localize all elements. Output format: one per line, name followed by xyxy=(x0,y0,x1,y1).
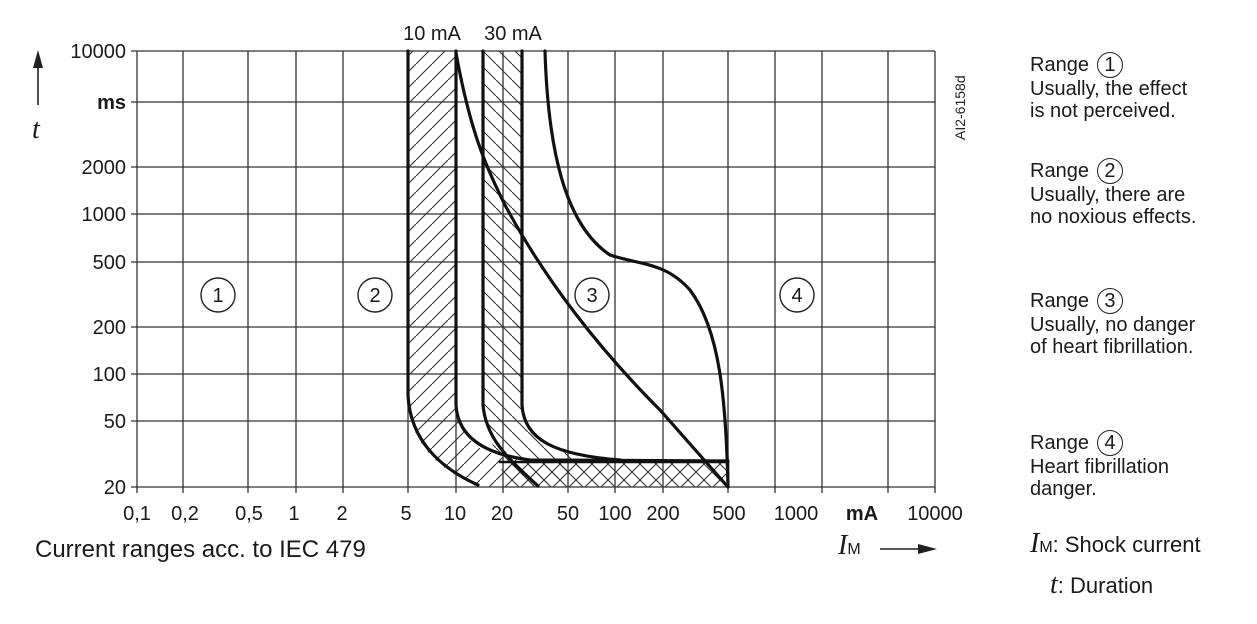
y-tick-2000: 2000 xyxy=(82,157,127,179)
x-tick: 200 xyxy=(646,503,679,525)
y-tick-20: 20 xyxy=(104,477,126,499)
x-tick: 50 xyxy=(557,503,579,525)
legend-range-number: 3 xyxy=(1096,288,1123,314)
figure-id: AI2-6158d xyxy=(952,75,968,140)
region-4-label: 4 xyxy=(791,285,802,307)
legend-text: is not perceived. xyxy=(1030,100,1176,122)
curve-5mA-boundary xyxy=(406,49,480,487)
x-tick: 0,2 xyxy=(171,503,199,525)
x-tick: 100 xyxy=(598,503,631,525)
hatch-region-30mA xyxy=(483,51,600,487)
legend-text: danger. xyxy=(1030,478,1097,500)
curve-diagonal-boundary xyxy=(454,51,730,489)
x-axis-symbol: IM xyxy=(838,530,861,562)
x-tick: 1 xyxy=(288,503,299,525)
label-30mA: 30 mA xyxy=(484,23,542,45)
legend-text: of heart fibrillation. xyxy=(1030,336,1194,358)
x-axis: 0,1 0,2 0,5 1 2 5 10 20 50 100 200 500 1… xyxy=(123,503,963,525)
grid-horizontal xyxy=(131,50,935,488)
region-2-label: 2 xyxy=(369,285,380,307)
legend-range-1: Range 1 Usually, the effect is not percei… xyxy=(1030,52,1187,122)
x-axis-arrow-icon xyxy=(880,544,937,554)
legend-text: Heart fibrillation xyxy=(1030,456,1169,478)
legend-range-word: Range xyxy=(1030,54,1089,76)
x-tick: 10 xyxy=(444,503,466,525)
x-tick: 5 xyxy=(400,503,411,525)
x-tick: 1000 xyxy=(774,503,819,525)
legend-im: IM: Shock current xyxy=(1030,530,1201,559)
x-tick: 0,5 xyxy=(235,503,263,525)
legend-range-number: 4 xyxy=(1096,430,1123,456)
legend-t: t: Duration xyxy=(1050,571,1154,599)
chart-caption: Current ranges acc. to IEC 479 xyxy=(35,536,366,563)
t-symbol: t xyxy=(1050,569,1058,600)
y-tick-1000: 1000 xyxy=(82,204,127,226)
y-axis-symbol: t xyxy=(32,114,40,145)
x-tick: 20 xyxy=(491,503,513,525)
y-tick-500: 500 xyxy=(93,252,126,274)
x-symbol-sub: M xyxy=(847,541,861,558)
t-description: : Duration xyxy=(1057,573,1154,598)
hatch-region-2 xyxy=(408,51,520,487)
legend-text: no noxious effects. xyxy=(1030,206,1197,228)
curve-10mA-trip xyxy=(454,49,730,463)
crosshatch-top xyxy=(498,460,730,489)
y-tick-200: 200 xyxy=(93,317,126,339)
legend-range-word: Range xyxy=(1030,432,1089,454)
region-markers: 1 2 3 4 xyxy=(200,277,815,313)
legend-text: Usually, the effect xyxy=(1030,78,1188,100)
im-symbol: I xyxy=(1030,528,1040,559)
label-10mA: 10 mA xyxy=(403,23,461,45)
y-axis: 10000 ms 2000 1000 500 200 100 50 20 xyxy=(70,41,126,499)
legend-range-4: Range 4 Heart fibrillation danger. xyxy=(1030,430,1169,500)
legend-range-2: Range 2 Usually, there are no noxious eff… xyxy=(1030,158,1196,228)
x-tick: 10000 xyxy=(907,503,963,525)
im-description: : Shock current xyxy=(1052,532,1201,557)
y-tick-ms: ms xyxy=(97,92,126,114)
legend-range-number: 2 xyxy=(1096,158,1123,184)
curve-30mA-trip xyxy=(520,49,622,462)
curve-fibrillation-boundary xyxy=(543,49,730,489)
y-tick-100: 100 xyxy=(93,364,126,386)
y-tick-50: 50 xyxy=(104,411,126,433)
y-axis-arrow-icon xyxy=(33,50,43,105)
legend-range-word: Range xyxy=(1030,160,1089,182)
region-3-label: 3 xyxy=(586,285,597,307)
curve-15mA-limit xyxy=(481,49,540,488)
legend-range-number: 1 xyxy=(1096,52,1123,78)
x-tick: 500 xyxy=(712,503,745,525)
legend-text: Usually, there are xyxy=(1030,184,1186,206)
region-1-label: 1 xyxy=(212,285,223,307)
x-tick: 0,1 xyxy=(123,503,151,525)
x-unit-ma: mA xyxy=(846,503,878,525)
legend-text: Usually, no danger xyxy=(1030,314,1196,336)
y-tick-10000: 10000 xyxy=(70,41,126,63)
curves xyxy=(406,49,730,489)
x-tick: 2 xyxy=(336,503,347,525)
im-symbol-sub: M xyxy=(1039,539,1053,556)
crosshatch-band xyxy=(500,462,728,487)
grid-vertical xyxy=(136,51,936,493)
x-symbol-main: I xyxy=(838,530,848,561)
legend-range-3: Range 3 Usually, no danger of heart fibri… xyxy=(1030,288,1195,358)
legend-range-word: Range xyxy=(1030,290,1089,312)
